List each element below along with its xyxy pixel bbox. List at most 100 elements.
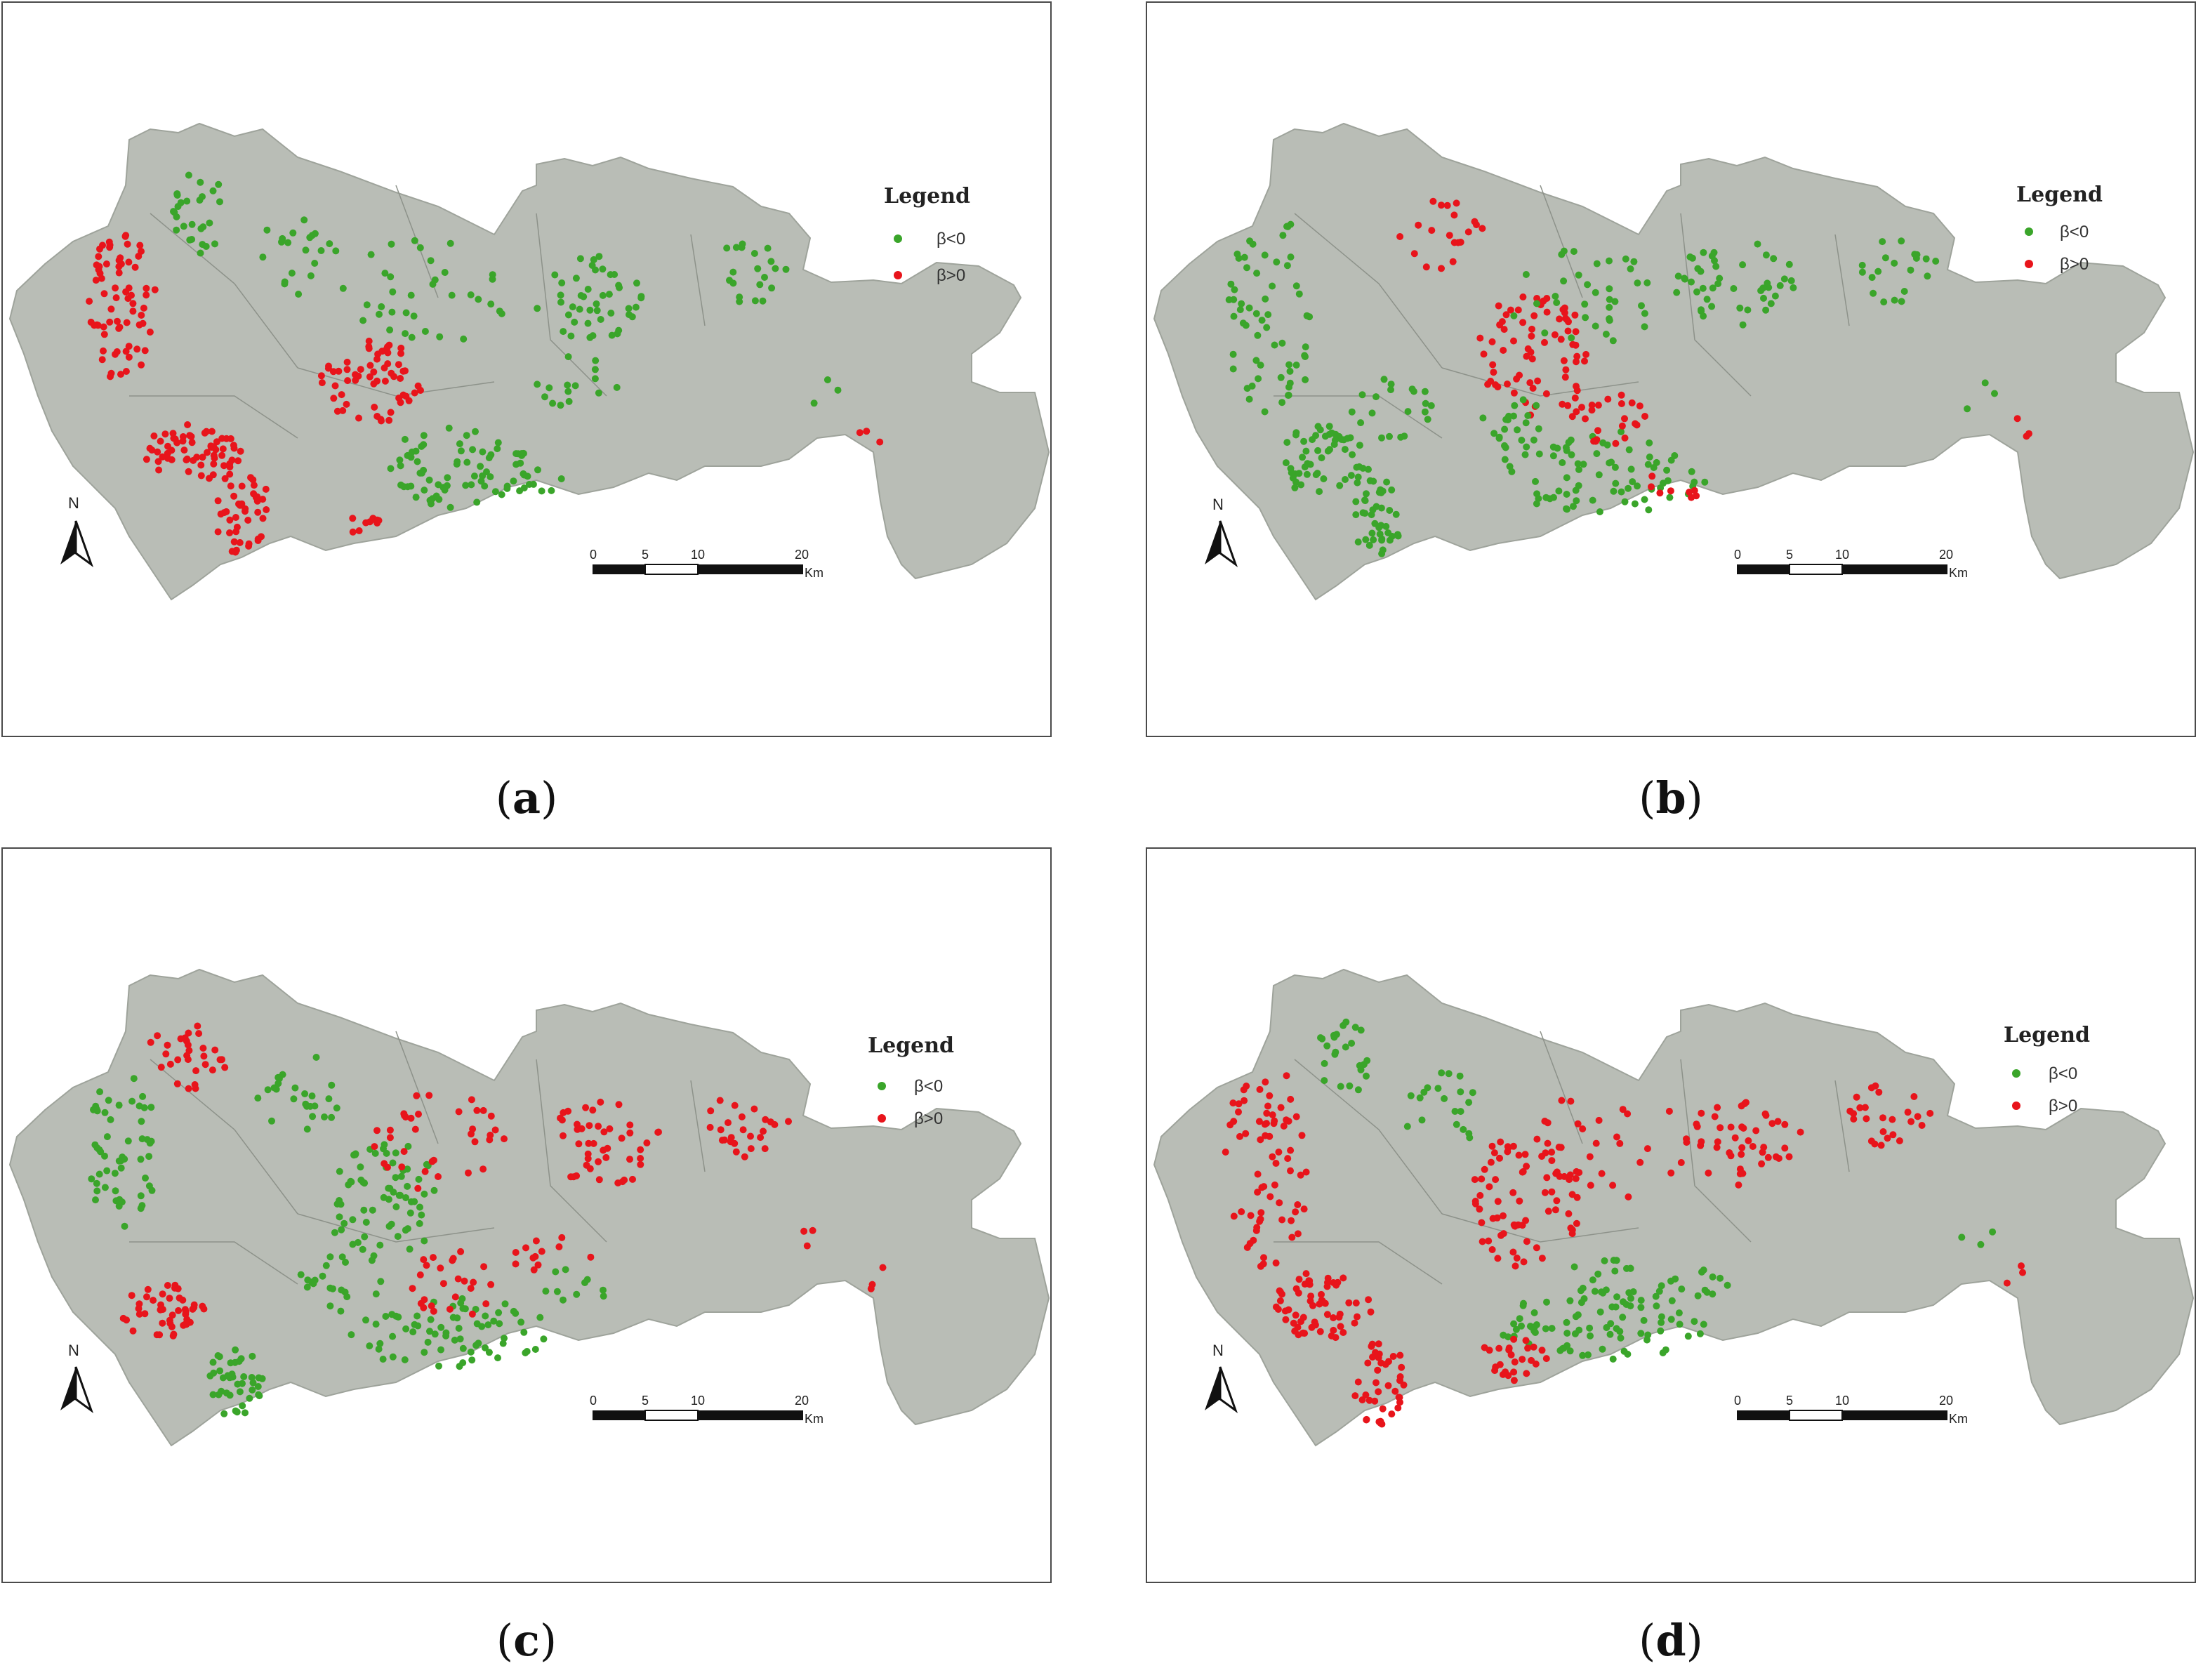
positive-point	[1735, 1181, 1742, 1189]
positive-point	[1526, 379, 1534, 387]
negative-point	[1625, 446, 1633, 454]
negative-point	[308, 1092, 316, 1100]
negative-point	[1593, 260, 1601, 267]
positive-point	[148, 447, 156, 454]
negative-point	[545, 384, 553, 392]
positive-point	[584, 1150, 592, 1158]
positive-point	[1571, 311, 1579, 319]
negative-point	[1451, 1108, 1459, 1115]
negative-point	[467, 1348, 475, 1356]
negative-point	[1286, 379, 1294, 387]
negative-point	[1358, 391, 1366, 399]
negative-point	[1759, 284, 1767, 292]
positive-point	[1738, 1144, 1746, 1151]
negative-point	[142, 1175, 149, 1182]
land-area	[1153, 968, 2195, 1447]
positive-point	[115, 256, 123, 264]
negative-point	[557, 402, 564, 409]
positive-point	[1235, 1100, 1243, 1108]
positive-point	[1738, 1102, 1745, 1110]
negative-point	[93, 1179, 100, 1187]
negative-point	[92, 1196, 99, 1204]
negative-point	[1658, 1313, 1665, 1321]
positive-point	[1884, 1135, 1891, 1142]
negative-point	[571, 318, 578, 326]
negative-point	[595, 389, 602, 397]
positive-point	[344, 377, 352, 385]
caption-d: (d)	[1639, 1615, 1703, 1666]
positive-point	[175, 1307, 183, 1314]
positive-point	[1398, 1363, 1405, 1371]
negative-point	[729, 268, 737, 276]
negative-point	[1644, 1331, 1652, 1339]
negative-point	[376, 1241, 384, 1249]
negative-point	[1357, 1066, 1365, 1073]
positive-point	[1593, 436, 1601, 444]
negative-point	[366, 1342, 373, 1350]
negative-point	[1264, 311, 1272, 319]
positive-point	[355, 414, 362, 422]
positive-point	[1476, 1191, 1484, 1199]
positive-point	[113, 348, 121, 355]
negative-point	[216, 198, 223, 206]
negative-point	[756, 281, 764, 289]
positive-point	[411, 1125, 419, 1133]
legend-c: Legend β<0 β>0	[868, 1033, 954, 1128]
positive-point	[166, 1060, 174, 1068]
positive-point	[1264, 1102, 1271, 1110]
negative-point	[115, 1203, 123, 1210]
positive-point	[223, 508, 230, 515]
positive-point	[1497, 1231, 1504, 1239]
negative-point	[1634, 279, 1641, 287]
negative-point	[1490, 430, 1498, 437]
negative-point	[249, 1379, 257, 1387]
negative-point	[421, 328, 429, 335]
negative-point	[600, 1292, 607, 1300]
negative-point	[376, 1340, 384, 1347]
negative-point	[503, 482, 511, 490]
negative-point	[467, 291, 475, 298]
negative-point	[1368, 511, 1375, 519]
positive-point	[417, 387, 424, 394]
negative-point	[542, 1288, 550, 1295]
negative-point	[408, 333, 416, 341]
negative-point	[379, 1356, 387, 1363]
positive-point	[470, 1278, 477, 1286]
negative-point	[197, 178, 204, 186]
positive-point	[219, 445, 227, 453]
negative-point	[392, 1203, 400, 1210]
positive-point	[420, 1256, 428, 1264]
negative-point	[1575, 1326, 1583, 1334]
negative-point	[487, 473, 494, 481]
negative-point	[1421, 408, 1429, 416]
negative-point	[425, 476, 433, 484]
negative-point	[534, 305, 541, 312]
positive-point	[1337, 1323, 1344, 1330]
positive-point	[164, 442, 171, 450]
positive-point	[1582, 415, 1589, 423]
negative-point	[186, 236, 194, 244]
negative-point	[402, 330, 409, 338]
positive-point	[1686, 489, 1693, 496]
positive-point	[106, 244, 114, 251]
positive-point	[226, 470, 234, 478]
positive-point	[228, 456, 236, 464]
positive-point	[1896, 1137, 1903, 1144]
negative-point	[143, 1136, 151, 1144]
positive-point	[1272, 1160, 1280, 1167]
negative-point	[1637, 1330, 1645, 1337]
negative-point	[258, 1375, 266, 1382]
map-d-canvas: Legend β<0 β>0 N 0 5 10 20 Km	[1153, 968, 2195, 1447]
negative-point	[1501, 425, 1509, 433]
negative-point	[1353, 463, 1361, 471]
positive-point	[451, 1293, 459, 1301]
positive-point	[1861, 1104, 1869, 1111]
positive-point	[1564, 327, 1572, 335]
negative-point	[1646, 454, 1653, 461]
positive-point	[1230, 1212, 1238, 1220]
negative-point	[1261, 408, 1269, 416]
positive-point	[375, 517, 383, 524]
positive-point	[1574, 1120, 1582, 1127]
positive-point	[425, 1092, 433, 1099]
negative-point	[463, 432, 470, 439]
